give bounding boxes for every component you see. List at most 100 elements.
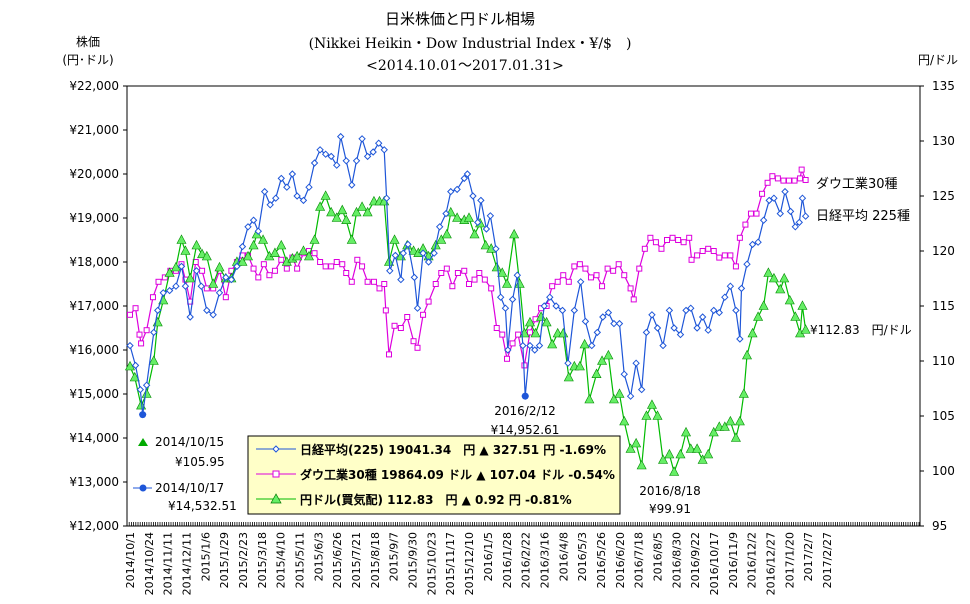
data-point (449, 283, 456, 290)
y-right-tick-label: 100 (932, 464, 955, 478)
x-tick-label: 2016/1/5 (482, 532, 495, 581)
data-point (664, 237, 671, 243)
y-right-tick-label: 110 (932, 354, 955, 368)
data-point (430, 249, 438, 257)
data-point (791, 223, 800, 231)
data-point (603, 349, 614, 360)
data-point (747, 327, 758, 338)
data-point (526, 341, 534, 350)
data-point (155, 278, 162, 285)
x-tick-label: 2016/10/17 (708, 532, 721, 595)
data-point (435, 223, 444, 231)
data-point (381, 281, 388, 287)
data-point (664, 448, 675, 459)
data-point (509, 340, 516, 347)
data-point (278, 256, 285, 263)
x-tick-label: 2016/12/27 (765, 532, 778, 595)
data-point (420, 311, 427, 318)
data-point (386, 267, 394, 275)
x-tick-label: 2016/6/20 (614, 532, 627, 588)
data-point (530, 327, 541, 338)
y-axis-left: ¥12,000 ¥13,000 ¥14,000 ¥15,000 ¥16,000 ¥17,0… (69, 79, 127, 533)
data-point (214, 261, 225, 272)
data-point (797, 300, 808, 310)
x-tick-label: 2017/1/20 (783, 532, 796, 588)
data-point (343, 270, 350, 276)
data-point (492, 245, 500, 253)
data-point (419, 249, 427, 257)
x-tick-label: 2016/5/26 (595, 532, 608, 588)
data-point (737, 284, 746, 293)
y-right-tick-label: 95 (932, 519, 947, 533)
data-point (721, 293, 729, 301)
data-point (138, 340, 145, 347)
data-point (126, 341, 134, 350)
data-point (687, 304, 695, 312)
data-point (271, 267, 278, 274)
data-point (248, 239, 259, 250)
data-point (136, 385, 145, 394)
data-point (199, 267, 206, 274)
data-point (791, 177, 798, 184)
data-point (574, 360, 585, 371)
data-point (669, 466, 680, 476)
data-point (591, 368, 602, 379)
data-point (795, 218, 803, 227)
data-point (161, 274, 168, 281)
data-point (327, 152, 335, 161)
data-point (341, 214, 352, 224)
data-point (315, 201, 326, 211)
data-point (790, 311, 801, 321)
data-point (727, 252, 734, 259)
data-point (669, 234, 676, 241)
data-point (177, 262, 186, 271)
x-tick-label: 2017/2/7 (802, 532, 815, 581)
data-point (581, 317, 590, 326)
data-point (258, 234, 269, 244)
data-point (452, 212, 463, 222)
data-point (276, 239, 287, 250)
data-point (337, 204, 348, 215)
data-point (571, 263, 578, 270)
data-point (753, 210, 760, 217)
data-point (670, 324, 678, 332)
data-point (784, 294, 795, 305)
data-point (765, 196, 773, 205)
data-point (642, 328, 651, 337)
data-point (502, 278, 513, 288)
data-point (469, 228, 480, 239)
data-point (699, 248, 706, 254)
data-point (425, 298, 432, 305)
data-point (758, 300, 769, 310)
y-left-tick-label: ¥20,000 (69, 167, 119, 181)
data-point (165, 286, 174, 295)
x-tick-label: 2015/11/17 (444, 532, 457, 595)
data-point (698, 313, 707, 321)
data-point (185, 272, 196, 283)
data-point (565, 278, 572, 285)
data-point (802, 176, 809, 183)
y-right-tick-label: 130 (932, 134, 955, 148)
annotation-nikkei-2016-date: 2016/2/12 (494, 404, 556, 418)
data-point (293, 192, 301, 200)
data-point (354, 256, 361, 263)
data-point (442, 209, 450, 218)
data-point (299, 196, 308, 205)
data-point (348, 278, 355, 285)
data-point (465, 281, 472, 287)
data-point (333, 161, 341, 169)
data-point (215, 289, 224, 297)
data-point (436, 234, 447, 244)
data-point (244, 223, 252, 231)
y-left-tick-label: ¥13,000 (69, 475, 119, 489)
data-point (597, 355, 608, 365)
data-point (227, 275, 236, 284)
data-point (304, 250, 315, 261)
data-point (636, 265, 643, 272)
data-point (665, 306, 674, 315)
data-point (154, 306, 162, 315)
data-point (736, 234, 743, 241)
y-left-tick-label: ¥21,000 (69, 123, 119, 137)
data-point (682, 306, 690, 315)
